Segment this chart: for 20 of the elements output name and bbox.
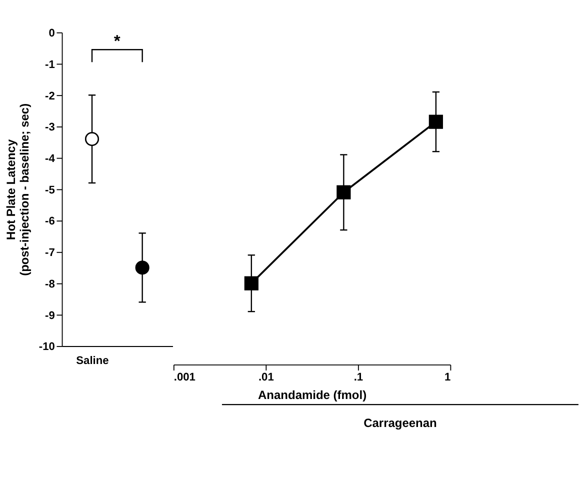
y-tick-label: -4 bbox=[45, 152, 56, 165]
y-tick-label: 0 bbox=[48, 28, 55, 40]
x-tick-label: 1 bbox=[444, 372, 451, 384]
text: Carrageenan bbox=[364, 416, 437, 430]
annotation: * bbox=[114, 31, 121, 50]
y-tick-label: -8 bbox=[45, 278, 55, 290]
y-tick-label: -6 bbox=[45, 216, 55, 228]
x-tick-label: .1 bbox=[354, 372, 364, 384]
y-tick-label: -2 bbox=[45, 90, 55, 102]
y-tick-label: -7 bbox=[45, 247, 55, 260]
x-tick-label: .001 bbox=[174, 372, 196, 384]
x-tick-label: Saline bbox=[76, 355, 109, 368]
y-tick-label: -1 bbox=[45, 58, 55, 71]
y-tick-label: -5 bbox=[45, 184, 55, 196]
x-axis-title: Anandamide (fmol) bbox=[258, 388, 367, 402]
y-tick-label: -3 bbox=[45, 122, 55, 134]
x-tick-label: .01 bbox=[258, 372, 274, 384]
y-tick-label: -9 bbox=[45, 310, 55, 322]
y-axis-title: Hot Plate Latency (post-injection - baseline; sec) bbox=[4, 103, 32, 276]
y-tick-label: -10 bbox=[38, 341, 55, 354]
